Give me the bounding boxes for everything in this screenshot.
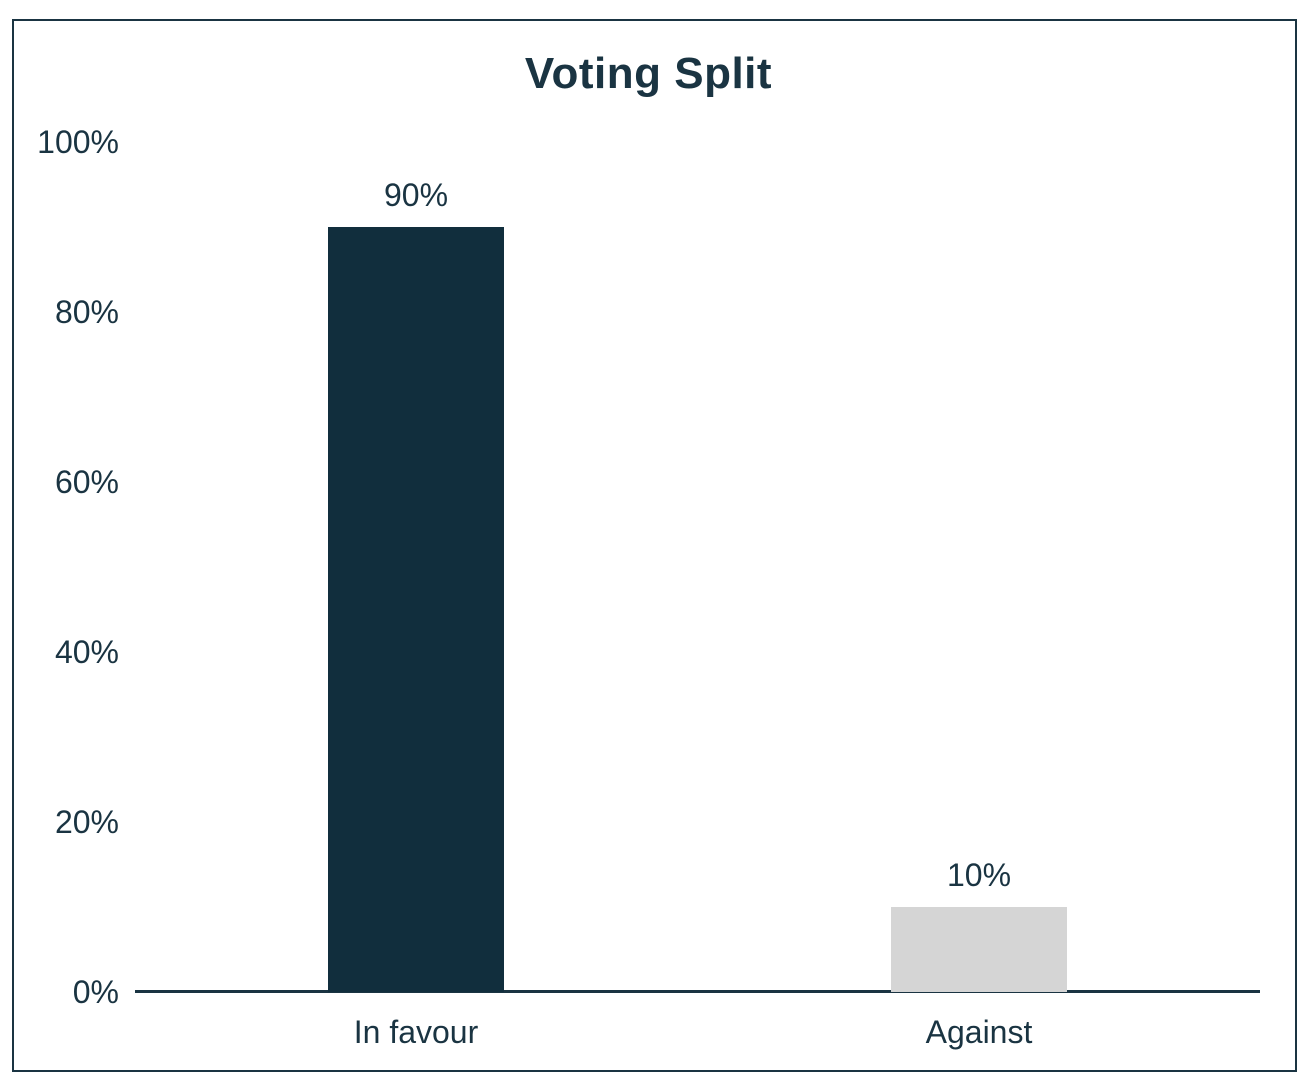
y-axis-tick-label: 0% (72, 974, 119, 1010)
bar-value-label-in-favour: 90% (383, 177, 449, 213)
x-axis-line (135, 990, 1260, 993)
x-axis-category-label-in-favour: In favour (353, 1014, 479, 1050)
chart-frame (12, 19, 1297, 1072)
bar-against (891, 907, 1067, 992)
y-axis-tick-label: 100% (37, 124, 119, 160)
y-axis-tick-label: 40% (54, 634, 119, 670)
y-axis-tick-label: 80% (54, 294, 119, 330)
bar-value-label-against: 10% (946, 857, 1012, 893)
chart-title: Voting Split (524, 49, 773, 98)
bar-in-favour (328, 227, 504, 992)
x-axis-category-label-against: Against (925, 1014, 1033, 1050)
y-axis-tick-label: 60% (54, 464, 119, 500)
y-axis-tick-label: 20% (54, 804, 119, 840)
